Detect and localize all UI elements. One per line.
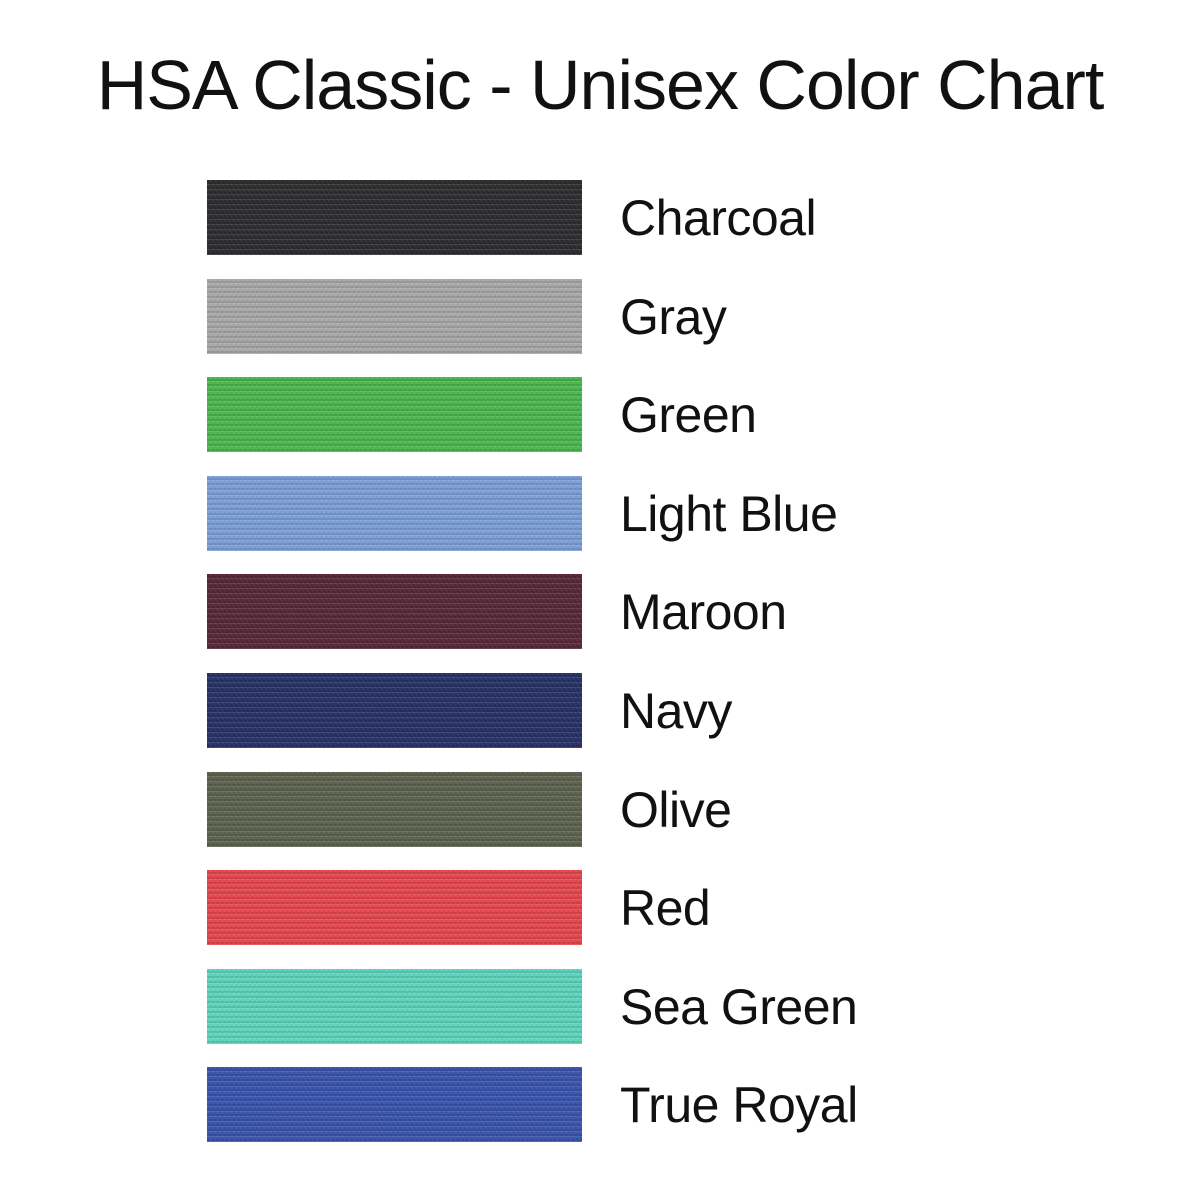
color-label: True Royal xyxy=(620,1077,858,1134)
color-label: Red xyxy=(620,880,711,937)
color-row: Maroon xyxy=(207,574,907,650)
color-row: Navy xyxy=(207,673,907,748)
color-swatch xyxy=(207,968,582,1044)
color-swatch xyxy=(207,673,582,748)
color-label: Olive xyxy=(620,781,732,838)
color-row: True Royal xyxy=(207,1067,907,1143)
color-label: Navy xyxy=(620,683,732,739)
color-row: Light Blue xyxy=(207,475,907,551)
color-swatch xyxy=(207,574,582,650)
color-swatch xyxy=(207,377,582,453)
color-swatch xyxy=(207,1067,582,1143)
color-swatch xyxy=(207,180,582,255)
color-label: Sea Green xyxy=(620,978,858,1035)
color-row: Sea Green xyxy=(207,968,907,1044)
color-label: Gray xyxy=(620,288,727,345)
color-label: Light Blue xyxy=(620,485,838,542)
color-swatch xyxy=(207,475,582,551)
color-swatch xyxy=(207,771,582,847)
color-swatch xyxy=(207,278,582,354)
color-row: Charcoal xyxy=(207,180,907,255)
page-title: HSA Classic - Unisex Color Chart xyxy=(96,46,1105,124)
color-swatch xyxy=(207,870,582,946)
color-row: Olive xyxy=(207,771,907,847)
color-label: Charcoal xyxy=(620,190,817,246)
color-row: Red xyxy=(207,870,907,946)
color-row: Green xyxy=(207,377,907,453)
color-label: Maroon xyxy=(620,584,787,641)
color-row: Gray xyxy=(207,278,907,354)
color-label: Green xyxy=(620,387,757,444)
